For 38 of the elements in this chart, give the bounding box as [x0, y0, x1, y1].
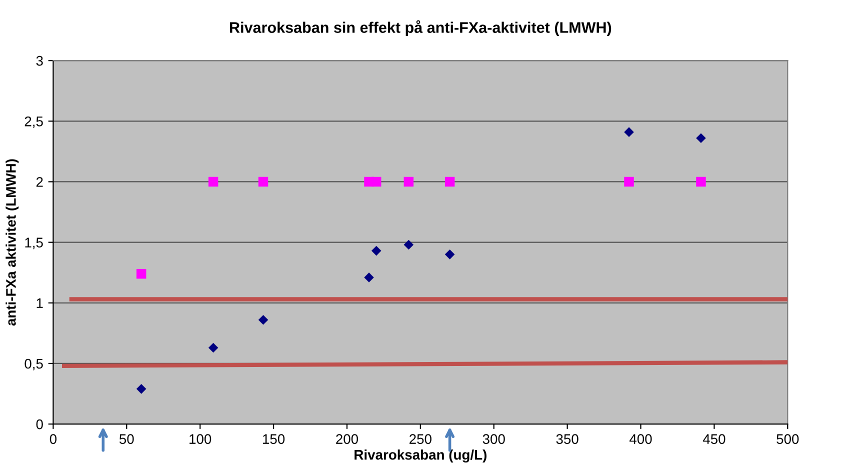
- y-tick-label: 2,5: [24, 116, 43, 128]
- x-tick-label: 450: [702, 434, 726, 444]
- point: [208, 176, 218, 187]
- point: [371, 246, 382, 256]
- point: [404, 176, 414, 187]
- y-tick-label: 0: [36, 419, 43, 430]
- x-tick-label: 0: [50, 434, 57, 444]
- point: [208, 342, 218, 353]
- point: [404, 240, 414, 250]
- y-tick-label: 1: [36, 298, 43, 308]
- x-tick-label: 250: [410, 434, 432, 444]
- x-tick-label: 50: [119, 434, 134, 444]
- chart-title: Rivaroksaban sin effekt på anti-FXa-aktivitet (LMWH): [230, 20, 612, 36]
- x-tick-label: 150: [263, 434, 285, 444]
- y-tick-label: 2: [36, 177, 43, 187]
- point: [624, 127, 634, 137]
- point: [624, 176, 634, 187]
- x-tick-label: 400: [629, 434, 652, 444]
- x-tick-label: 100: [190, 434, 212, 444]
- point: [364, 272, 374, 282]
- x-axis-title: Rivaroksaban (ug/L): [354, 450, 486, 463]
- x-tick-label: 300: [482, 434, 505, 444]
- y-tick-label: 3: [36, 56, 43, 66]
- point: [696, 176, 706, 187]
- y-tick-label: 0,5: [24, 358, 43, 370]
- y-axis-title: anti-FXa aktivitet (LMWH): [6, 159, 19, 326]
- point: [258, 176, 268, 187]
- x-tick-label: 500: [776, 434, 799, 444]
- point: [444, 250, 455, 260]
- y-tick-label: 1,5: [25, 238, 43, 250]
- point: [136, 268, 146, 279]
- point: [371, 176, 382, 187]
- point: [444, 176, 455, 187]
- point: [696, 133, 706, 144]
- x-tick-label: 200: [336, 434, 358, 444]
- point: [136, 384, 146, 394]
- point: [258, 314, 268, 325]
- x-tick-label: 350: [556, 434, 578, 444]
